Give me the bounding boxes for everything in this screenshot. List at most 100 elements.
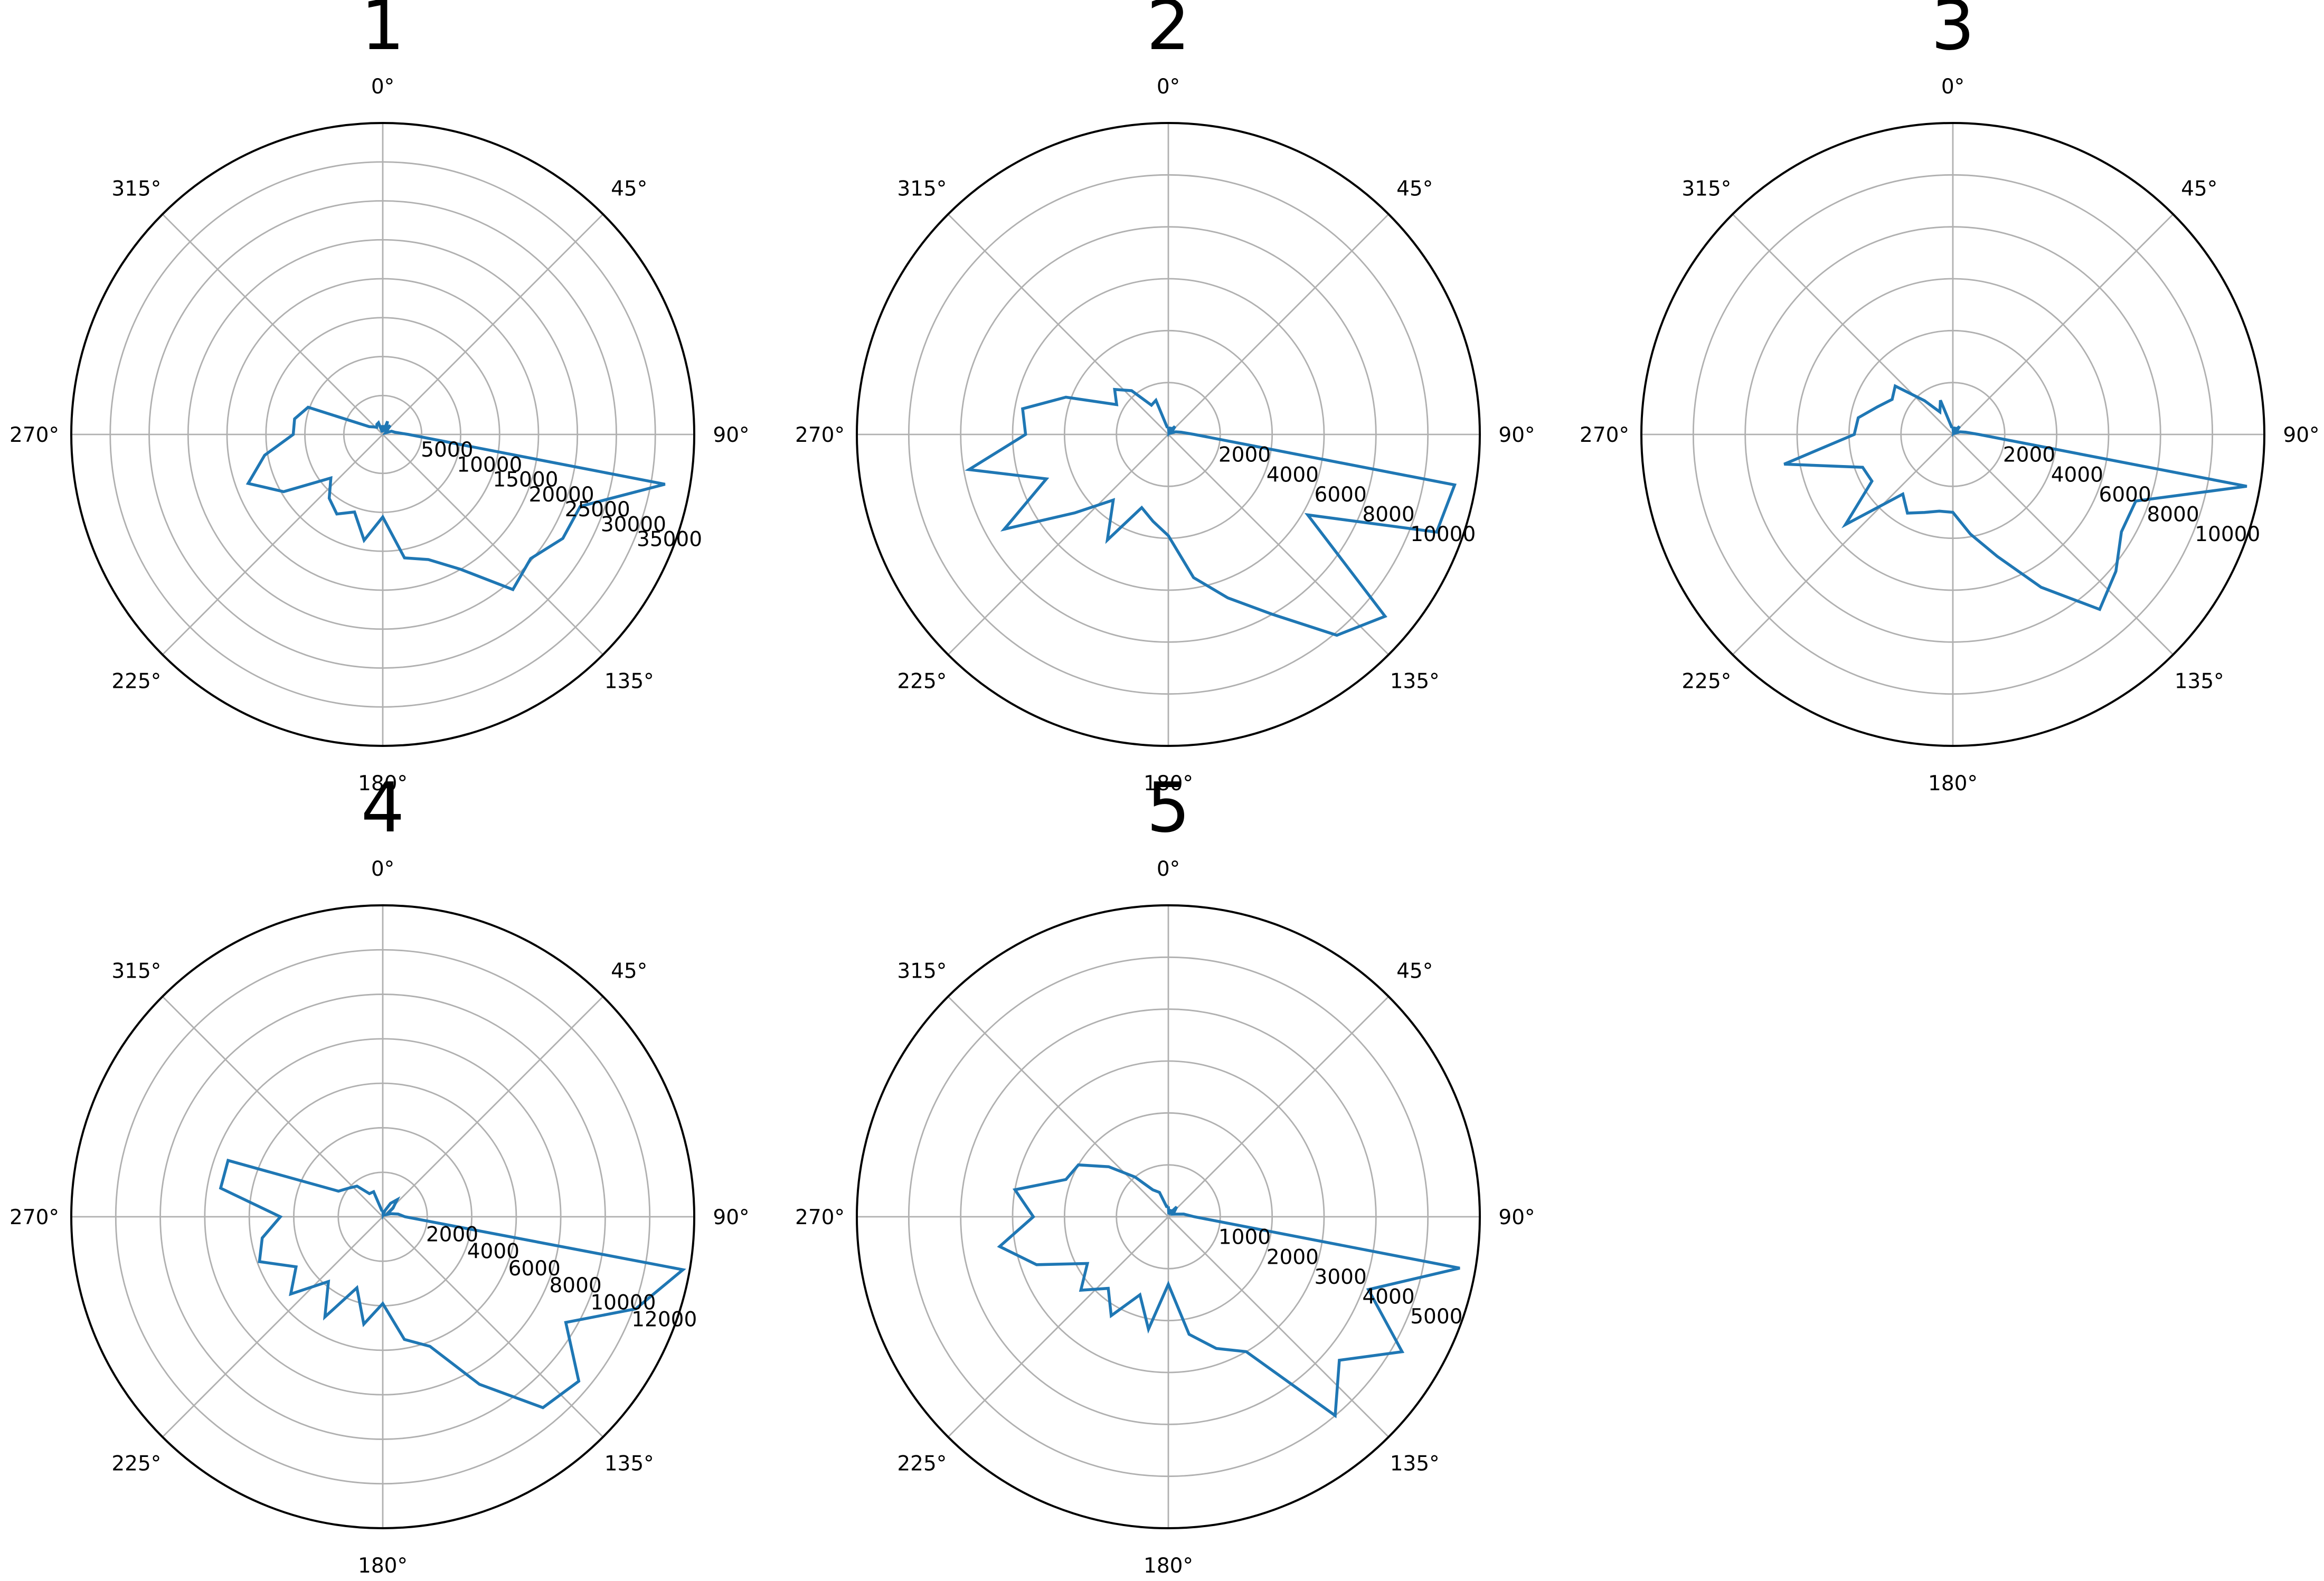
radial-tick-label: 25000 bbox=[565, 498, 630, 522]
panel-title: 2 bbox=[1147, 0, 1191, 65]
data-series-line bbox=[219, 1158, 686, 1409]
panel-title: 4 bbox=[361, 768, 405, 848]
angle-tick-label: 0° bbox=[371, 75, 394, 99]
angle-tick-label: 315° bbox=[111, 177, 161, 201]
radial-tick-label: 5000 bbox=[421, 438, 473, 462]
angle-tick-label: 270° bbox=[795, 1206, 845, 1229]
angular-gridline bbox=[382, 996, 604, 1217]
data-series-line bbox=[965, 387, 1457, 637]
angle-tick-label: 45° bbox=[611, 177, 647, 201]
data-series-line bbox=[997, 1163, 1460, 1418]
angular-gridline bbox=[382, 434, 604, 656]
angular-gridline bbox=[162, 996, 383, 1217]
polar-panel-1: 1 0° 45° 90° 135° 180° 225° 270° 315° 50001000015… bbox=[10, 0, 750, 796]
radial-tick-label: 2000 bbox=[2003, 443, 2055, 467]
radial-tick-label: 6000 bbox=[2099, 483, 2151, 507]
data-series-line bbox=[1783, 384, 2247, 611]
angle-tick-label: 135° bbox=[1390, 1452, 1440, 1476]
radial-tick-label: 15000 bbox=[493, 468, 558, 492]
radial-tick-label: 6000 bbox=[508, 1257, 561, 1281]
angle-tick-label: 270° bbox=[10, 423, 59, 447]
radial-tick-label: 1000 bbox=[1218, 1226, 1271, 1249]
angle-tick-label: 225° bbox=[897, 1452, 947, 1476]
angle-tick-label: 135° bbox=[604, 670, 654, 694]
angular-gridline bbox=[1732, 434, 1953, 656]
polar-panel-2: 2 0° 45° 90° 135° 180° 225° 270° 315° 20004000600… bbox=[795, 0, 1535, 796]
polar-frame bbox=[1640, 122, 2265, 747]
radial-tick-label: 2000 bbox=[1267, 1245, 1319, 1269]
angle-tick-label: 225° bbox=[897, 670, 947, 694]
angle-tick-label: 180° bbox=[358, 772, 408, 796]
angle-tick-label: 180° bbox=[1144, 772, 1193, 796]
radial-tick-label: 10000 bbox=[590, 1291, 656, 1314]
polar-panel-5: 5 0° 45° 90° 135° 180° 225° 270° 315° 10002000300… bbox=[795, 768, 1535, 1578]
angle-tick-label: 270° bbox=[1580, 423, 1629, 447]
radial-tick-label: 8000 bbox=[2147, 503, 2199, 527]
radial-tick-label: 10000 bbox=[1410, 523, 1476, 546]
radial-tick-label: 2000 bbox=[426, 1223, 478, 1246]
angular-gridline bbox=[1952, 213, 2174, 435]
angular-gridline bbox=[947, 1216, 1169, 1438]
angular-gridline bbox=[1168, 213, 1390, 435]
data-series-line bbox=[245, 405, 666, 592]
angle-tick-label: 0° bbox=[371, 857, 394, 881]
polar-panel-4: 4 0° 45° 90° 135° 180° 225° 270° 315° 20004000600… bbox=[10, 768, 750, 1578]
angle-tick-label: 0° bbox=[1157, 857, 1180, 881]
angle-tick-label: 45° bbox=[1396, 177, 1433, 201]
radial-tick-label: 8000 bbox=[1362, 503, 1414, 527]
angle-tick-label: 45° bbox=[2181, 177, 2217, 201]
radial-tick-label: 10000 bbox=[457, 453, 522, 477]
angular-gridline bbox=[1168, 434, 1390, 656]
radial-tick-label: 4000 bbox=[1362, 1285, 1414, 1309]
angle-tick-label: 180° bbox=[1144, 1554, 1193, 1578]
angle-tick-label: 180° bbox=[1928, 772, 1978, 796]
radial-tick-label: 10000 bbox=[2195, 523, 2260, 546]
polar-frame bbox=[856, 904, 1481, 1529]
radial-tick-label: 4000 bbox=[1267, 463, 1319, 487]
angle-tick-label: 90° bbox=[713, 423, 749, 447]
panel-title: 1 bbox=[361, 0, 405, 65]
radial-tick-label: 2000 bbox=[1218, 443, 1271, 467]
angle-tick-label: 270° bbox=[795, 423, 845, 447]
angle-tick-label: 225° bbox=[111, 670, 161, 694]
angle-tick-label: 90° bbox=[713, 1206, 749, 1229]
angular-gridline bbox=[162, 434, 383, 656]
angular-gridline bbox=[947, 996, 1169, 1217]
angle-tick-label: 90° bbox=[1498, 1206, 1535, 1229]
radial-tick-label: 30000 bbox=[601, 513, 666, 536]
angle-tick-label: 0° bbox=[1157, 75, 1180, 99]
panel-title: 5 bbox=[1147, 768, 1191, 848]
angle-tick-label: 45° bbox=[611, 959, 647, 983]
radial-tick-label: 3000 bbox=[1315, 1265, 1367, 1289]
radial-tick-label: 20000 bbox=[529, 483, 594, 507]
angle-tick-label: 315° bbox=[897, 959, 947, 983]
radial-tick-label: 4000 bbox=[467, 1240, 519, 1264]
angle-tick-label: 135° bbox=[2175, 670, 2224, 694]
angular-gridline bbox=[1952, 434, 2174, 656]
polar-frame bbox=[70, 122, 695, 747]
angle-tick-label: 135° bbox=[604, 1452, 654, 1476]
radial-tick-label: 6000 bbox=[1315, 483, 1367, 507]
angular-gridline bbox=[1168, 996, 1390, 1217]
polar-frame bbox=[70, 904, 695, 1529]
angle-tick-label: 90° bbox=[2283, 423, 2319, 447]
angle-tick-label: 135° bbox=[1390, 670, 1440, 694]
angle-tick-label: 90° bbox=[1498, 423, 1535, 447]
angle-tick-label: 225° bbox=[111, 1452, 161, 1476]
angular-gridline bbox=[1168, 1216, 1390, 1438]
angle-tick-label: 315° bbox=[111, 959, 161, 983]
angle-tick-label: 315° bbox=[897, 177, 947, 201]
panel-title: 3 bbox=[1931, 0, 1975, 65]
angle-tick-label: 270° bbox=[10, 1206, 59, 1229]
radial-tick-label: 12000 bbox=[631, 1308, 697, 1332]
radial-tick-label: 5000 bbox=[1410, 1305, 1462, 1329]
angle-tick-label: 225° bbox=[1681, 670, 1731, 694]
angle-tick-label: 45° bbox=[1396, 959, 1433, 983]
angular-gridline bbox=[947, 434, 1169, 656]
radial-tick-label: 8000 bbox=[549, 1274, 601, 1298]
polar-panel-3: 3 0° 45° 90° 135° 180° 225° 270° 315° 20004000600… bbox=[1580, 0, 2320, 796]
angular-gridline bbox=[947, 213, 1169, 435]
angular-gridline bbox=[162, 1216, 383, 1438]
